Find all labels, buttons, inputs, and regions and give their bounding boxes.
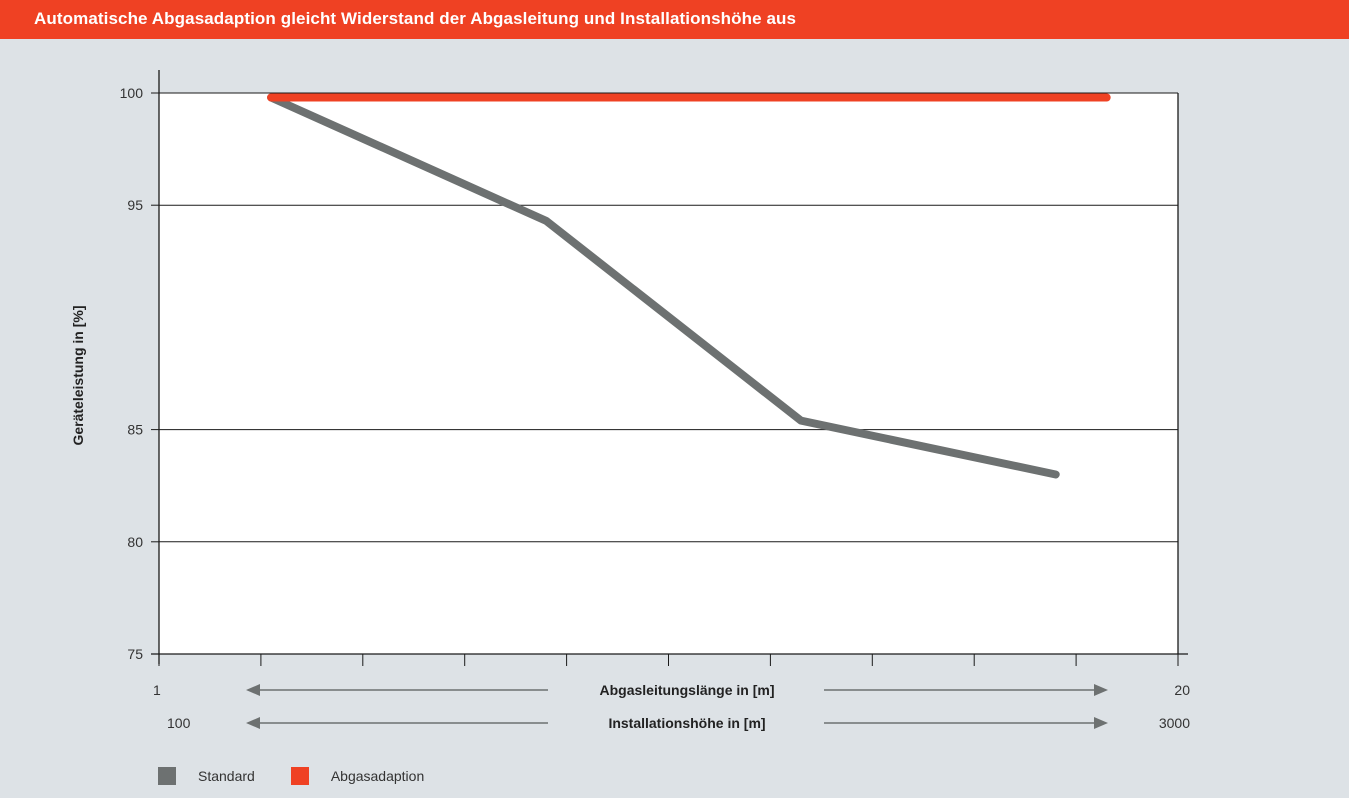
plot-area: [159, 93, 1178, 654]
x-axis-start-label-1: 100: [167, 715, 191, 731]
y-tick-label-85: 85: [127, 422, 143, 438]
x-axis-arrow-right-head-1: [1094, 717, 1108, 729]
legend: Standard Abgasadaption: [158, 766, 460, 786]
x-axis-title-0: Abgasleitungslänge in [m]: [599, 682, 774, 698]
x-axis-arrow-left-head-0: [246, 684, 260, 696]
y-tick-label-75: 75: [127, 646, 143, 662]
x-axis-start-label-0: 1: [153, 682, 161, 698]
y-tick-label-95: 95: [127, 197, 143, 213]
y-tick-label-100: 100: [120, 85, 144, 101]
x-axis-end-label-0: 20: [1174, 682, 1190, 698]
legend-item-abgasadaption: Abgasadaption: [290, 767, 425, 785]
legend-item-standard: Standard: [158, 767, 255, 785]
legend-swatch-abgasadaption: [290, 767, 309, 785]
legend-label-standard: Standard: [198, 768, 255, 784]
chart-title: Automatische Abgasadaption gleicht Wider…: [0, 0, 1349, 39]
y-axis-title: Geräteleistung in [%]: [70, 305, 86, 445]
series-line-standard: [267, 93, 1060, 479]
x-axis-arrow-left-head-1: [246, 717, 260, 729]
x-axis-title-1: Installationshöhe in [m]: [608, 715, 765, 731]
x-axis-end-label-1: 3000: [1159, 715, 1190, 731]
legend-swatch-standard: [158, 767, 176, 785]
y-tick-label-80: 80: [127, 534, 143, 550]
legend-label-abgasadaption: Abgasadaption: [330, 768, 425, 784]
x-axis-arrow-right-head-0: [1094, 684, 1108, 696]
